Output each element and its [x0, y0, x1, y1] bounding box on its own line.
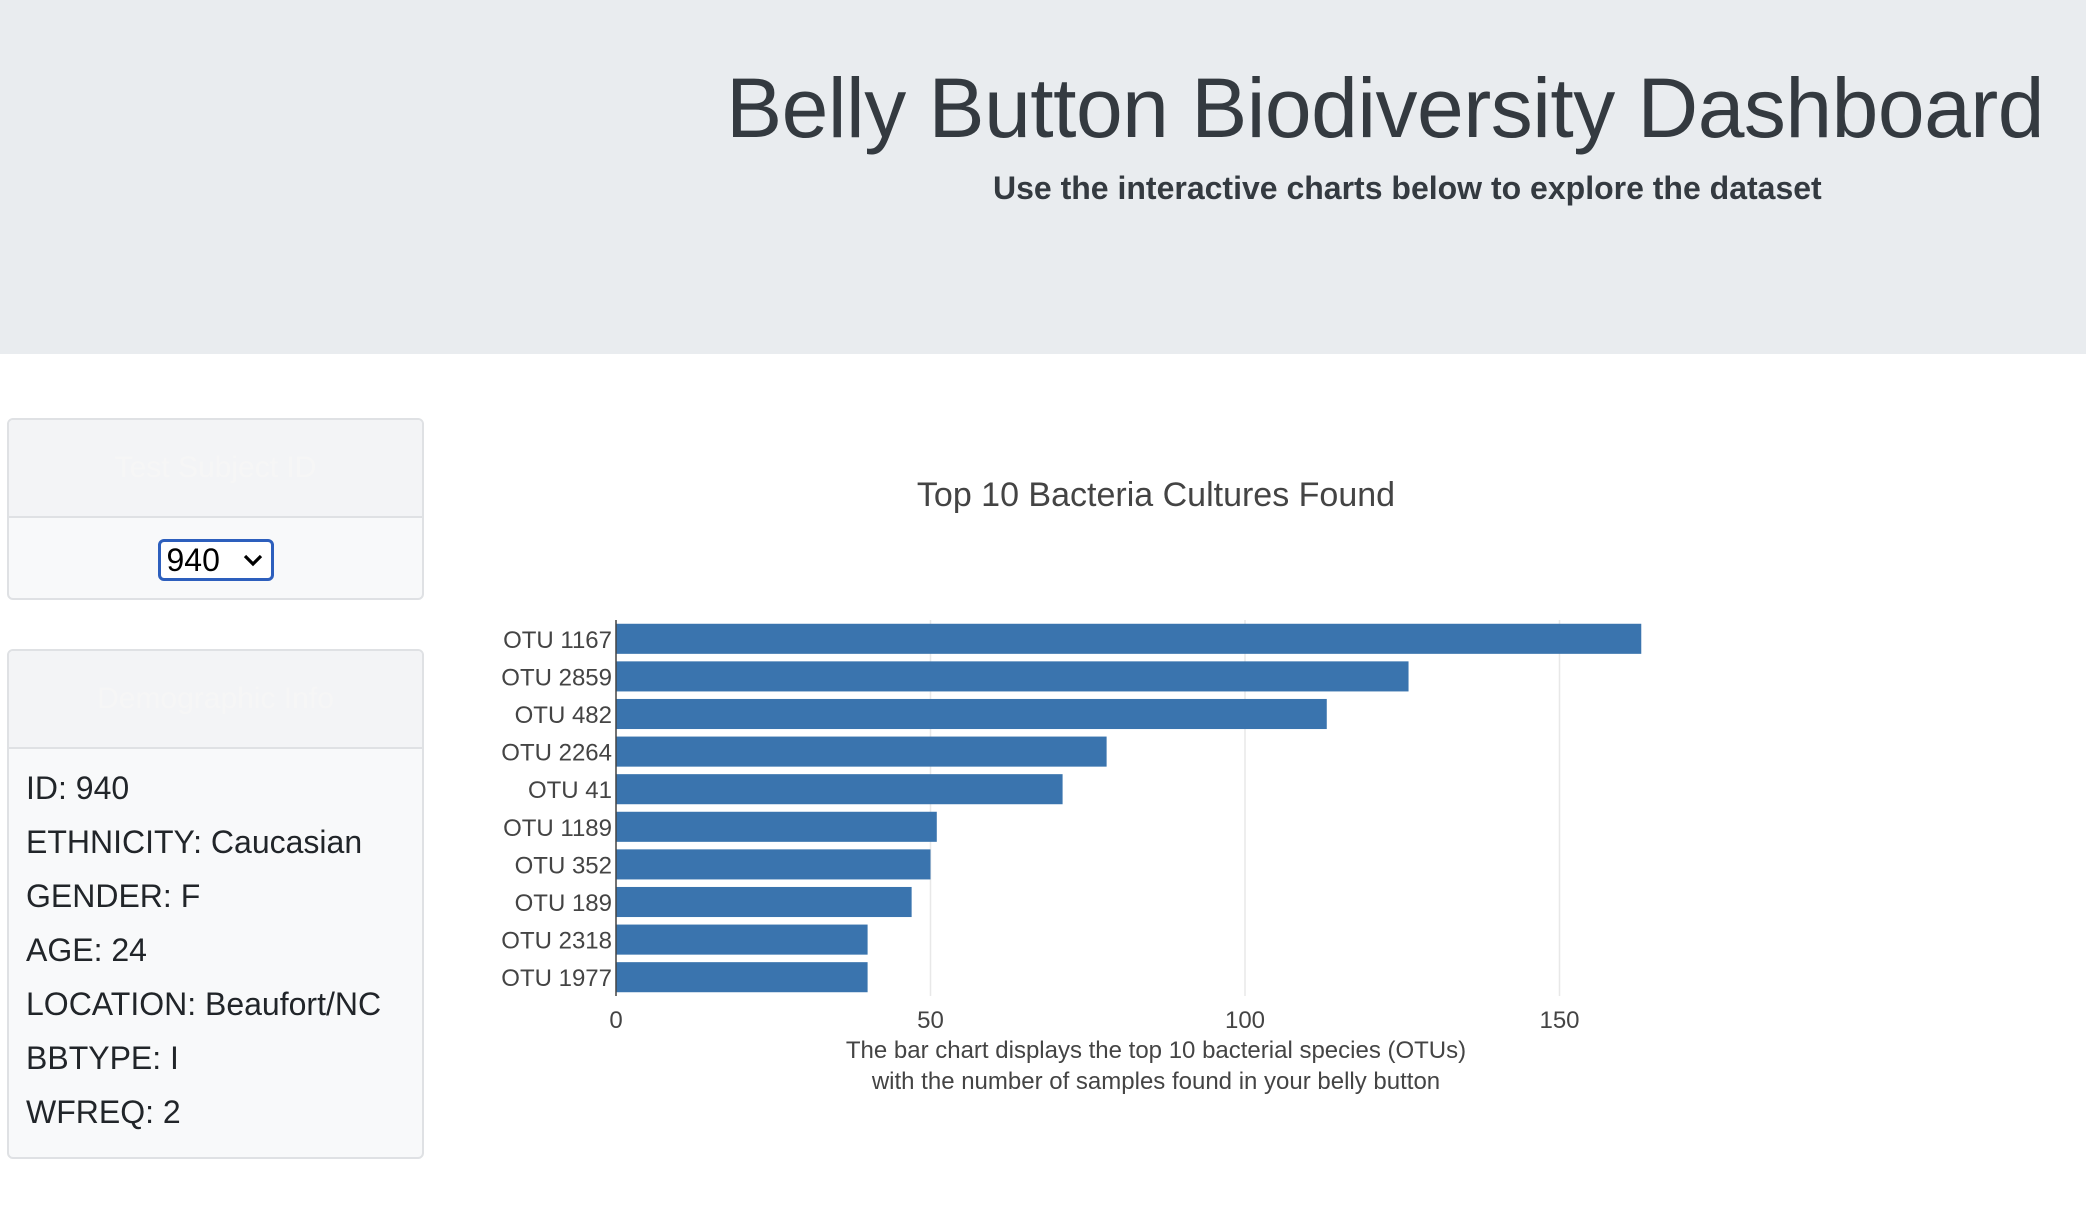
demographic-bbtype: BBTYPE: I — [26, 1040, 179, 1076]
subject-id-select[interactable]: 940 — [157, 539, 274, 581]
bar — [616, 736, 1107, 767]
x-tick-label: 100 — [1225, 1007, 1265, 1034]
bar — [616, 924, 868, 955]
bar-chart-svg[interactable]: Top 10 Bacteria Cultures Found 0 50 100 150 O… — [460, 460, 1860, 1120]
demographic-location: LOCATION: Beaufort/NC — [26, 986, 382, 1022]
demographic-info-body: ID: 940 ETHNICITY: Caucasian GENDER: F A… — [9, 749, 422, 1139]
subject-selector-card: Test Subject ID 940 — [7, 418, 424, 600]
x-tick-label: 0 — [609, 1007, 622, 1034]
y-tick-label: OTU 41 — [528, 777, 612, 804]
bar — [616, 849, 931, 880]
bar — [616, 623, 1642, 654]
y-tick-label: OTU 352 — [515, 852, 612, 879]
subject-id-selected-value: 940 — [166, 541, 220, 578]
demographic-wfreq: WFREQ: 2 — [26, 1094, 181, 1130]
bar — [616, 962, 868, 993]
x-tick-label: 50 — [917, 1007, 944, 1034]
page-subtitle: Use the interactive charts below to expl… — [993, 170, 1822, 206]
page-title: Belly Button Biodiversity Dashboard — [726, 61, 2044, 155]
chevron-down-icon — [243, 554, 262, 567]
x-axis-caption-line: The bar chart displays the top 10 bacter… — [846, 1037, 1466, 1064]
subject-selector-header: Test Subject ID — [9, 420, 422, 518]
y-tick-label: OTU 1189 — [503, 815, 612, 842]
bar — [616, 774, 1063, 805]
y-tick-label: OTU 2264 — [501, 740, 612, 767]
demographic-info-header: Demographic Info — [9, 651, 422, 749]
bar — [616, 886, 912, 918]
y-tick-label: OTU 2318 — [501, 928, 612, 955]
y-tick-label: OTU 2859 — [501, 664, 612, 691]
y-tick-label: OTU 189 — [515, 890, 612, 917]
x-axis-caption-line: with the number of samples found in your… — [871, 1068, 1440, 1095]
x-tick-label: 150 — [1539, 1007, 1579, 1034]
top-otu-bar-chart[interactable]: Top 10 Bacteria Cultures Found 0 50 100 150 O… — [460, 460, 1860, 1120]
y-tick-label: OTU 1977 — [501, 965, 612, 992]
demographic-info-card: Demographic Info ID: 940 ETHNICITY: Cauc… — [7, 649, 424, 1159]
header-banner: Belly Button Biodiversity Dashboard Use … — [0, 0, 2086, 354]
y-tick-label: OTU 1167 — [503, 627, 612, 654]
chart-title: Top 10 Bacteria Cultures Found — [917, 476, 1395, 514]
bar — [616, 698, 1327, 730]
bar — [616, 661, 1409, 692]
demographic-gender: GENDER: F — [26, 878, 201, 914]
y-tick-label: OTU 482 — [515, 702, 612, 729]
demographic-age: AGE: 24 — [26, 932, 147, 968]
demographic-id: ID: 940 — [26, 770, 130, 806]
demographic-ethnicity: ETHNICITY: Caucasian — [26, 824, 363, 860]
bar — [616, 811, 937, 842]
